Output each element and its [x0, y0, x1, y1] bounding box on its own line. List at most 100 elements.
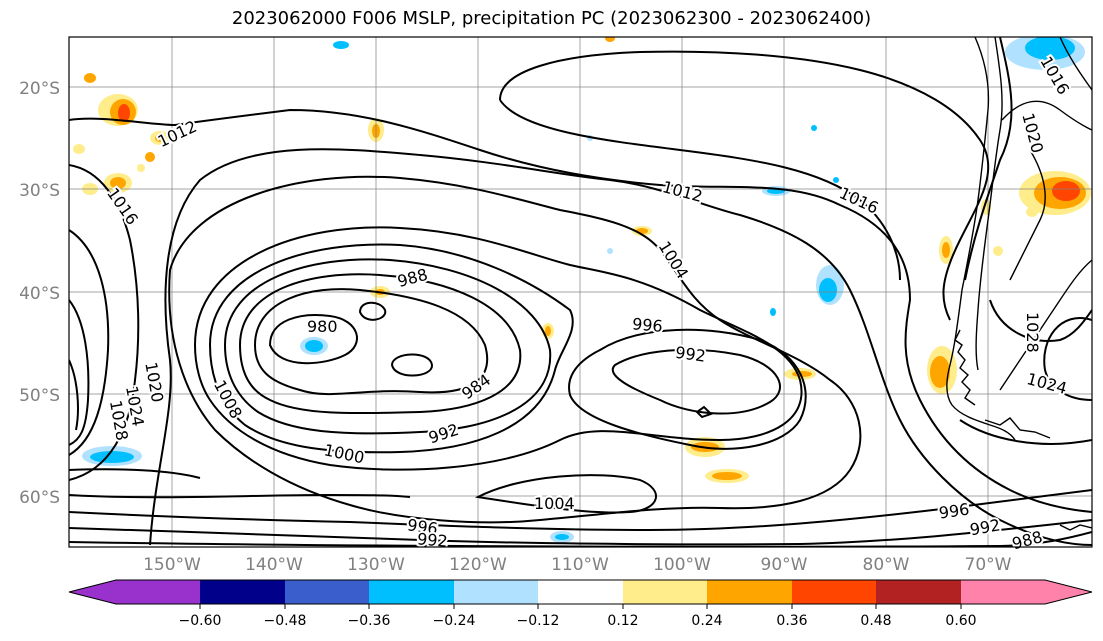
isobar-1024-east: [1043, 317, 1092, 401]
lat-label: 20°S: [19, 79, 60, 99]
precip-positive-patch: [927, 346, 957, 394]
lon-label: 100°W: [653, 555, 711, 575]
isobar-small-low: [695, 405, 713, 419]
isobar-1000: [193, 226, 803, 471]
colorbar-tick-label: −0.60: [179, 613, 222, 629]
isobar-label: 980: [307, 317, 338, 336]
lon-label: 90°W: [761, 555, 808, 575]
isobar-label: 1008: [210, 377, 246, 422]
gridlines: [69, 37, 1092, 547]
colorbar-tick-label: −0.12: [517, 613, 560, 629]
precip-positive-patch: [705, 469, 749, 483]
precip-positive-patch: [98, 94, 138, 126]
lat-label: 40°S: [19, 284, 60, 304]
isobar-984-inner: [358, 301, 387, 321]
isobar-label: 1028: [1023, 312, 1042, 353]
isobar-label: 992: [416, 529, 448, 551]
isobar-labels: 1012 1016 1016 1020 1012 1016 1004 988 9…: [101, 51, 1075, 555]
isobar-1028-west: [69, 359, 79, 431]
colorbar-tick-label: 0.48: [860, 613, 891, 629]
colorbar-low-extend: [69, 580, 116, 604]
lat-label: 60°S: [19, 488, 60, 508]
precip-positive-patch: [104, 173, 132, 193]
lat-labels: 20°S 30°S 40°S 50°S 60°S: [19, 79, 60, 508]
precip-negative-patch: [333, 41, 839, 543]
isobar-label: 1016: [103, 184, 142, 228]
isobar-1016-ne: [499, 99, 901, 281]
colorbar-bin: [200, 580, 285, 604]
isobar-label: 1016: [836, 183, 881, 217]
colorbar-tick-label: 0.36: [776, 613, 807, 629]
colorbar-tick-label: 0.60: [945, 613, 976, 629]
isobar-988: [238, 273, 522, 415]
lon-labels: 150°W 140°W 130°W 120°W 110°W 100°W 90°W…: [143, 555, 1012, 575]
precip-negative-patch: [82, 446, 142, 466]
isobar-label: 1004: [534, 494, 575, 513]
colorbar-tick-label: 0.12: [607, 613, 638, 629]
isobar-label: 992: [968, 515, 1001, 539]
colorbar-outline: [68, 579, 1093, 605]
isobar-1028-east: [989, 299, 1092, 342]
isobar-996-low: [208, 243, 574, 454]
precip-negative-patch: [300, 337, 328, 355]
isobar-1008-south-w: [69, 468, 201, 479]
isobar-984-inner-2: [390, 353, 434, 377]
isobar-1004-closed: [474, 474, 657, 514]
colorbar-bin: [876, 580, 961, 604]
colorbar-bin: [623, 580, 707, 604]
isobar-1024-west: [69, 299, 90, 446]
isobar-1000-south: [69, 493, 411, 499]
isobar-label: 996: [631, 314, 663, 336]
precip-positive-patch: [73, 37, 1038, 256]
precip-patches: [73, 37, 1091, 543]
isobar-1016-west: [69, 164, 140, 481]
isobar-992-south: [69, 519, 1092, 546]
isobar-996-south: [69, 489, 1092, 532]
colorbar-bin: [707, 580, 792, 604]
lon-label: 130°W: [347, 555, 405, 575]
precip-positive-patch: [1019, 171, 1091, 215]
isobar-1020-east: [964, 37, 1013, 281]
isobar-label: 996: [938, 500, 971, 523]
colorbar-tick-label: −0.36: [348, 613, 391, 629]
colorbar-tick-label: −0.48: [264, 613, 307, 629]
isobar-1020-e2: [959, 419, 1092, 445]
isobar-1008: [149, 148, 1092, 546]
isobar-label: 1004: [655, 238, 693, 283]
isobar-996-east: [568, 328, 807, 450]
colorbar-tick-label: −0.24: [433, 613, 476, 629]
colorbar-bin: [454, 580, 538, 604]
isobar-1020-west: [69, 229, 110, 456]
colorbar: −0.60 −0.48 −0.36 −0.24 −0.12 0.12 0.24 …: [68, 579, 1093, 629]
lat-label: 50°S: [19, 386, 60, 406]
lon-label: 70°W: [965, 555, 1012, 575]
isobar-1012: [69, 108, 1092, 513]
precip-positive-patch: [150, 131, 170, 145]
isobar-label: 988: [395, 265, 429, 291]
lon-label: 110°W: [551, 555, 609, 575]
colorbar-tick-label: 0.24: [691, 613, 722, 629]
colorbar-bin: [792, 580, 876, 604]
isobar-label: 992: [674, 343, 707, 366]
lon-label: 120°W: [449, 555, 507, 575]
isobar-label: 992: [426, 420, 461, 448]
map-frame: [68, 36, 1093, 548]
isobar-992-east: [611, 348, 781, 415]
lon-label: 150°W: [143, 555, 201, 575]
colorbar-bin: [369, 580, 454, 604]
isobar-label: 1020: [1018, 111, 1047, 155]
lon-label: 140°W: [245, 555, 303, 575]
isobar-label: 1020: [141, 360, 167, 403]
isobar-992-low: [223, 258, 552, 435]
precip-negative-patch: [816, 265, 844, 305]
colorbar-bin: [961, 580, 1045, 604]
lon-label: 80°W: [863, 555, 910, 575]
isobar-label: 1012: [155, 117, 200, 151]
colorbar-high-extend: [1045, 580, 1092, 604]
precip-positive-patch: [939, 236, 953, 264]
isobar-1016-north: [499, 50, 990, 321]
coastline: [946, 37, 1092, 531]
isobar-label: 1000: [322, 440, 366, 467]
isobar-980: [268, 314, 358, 365]
